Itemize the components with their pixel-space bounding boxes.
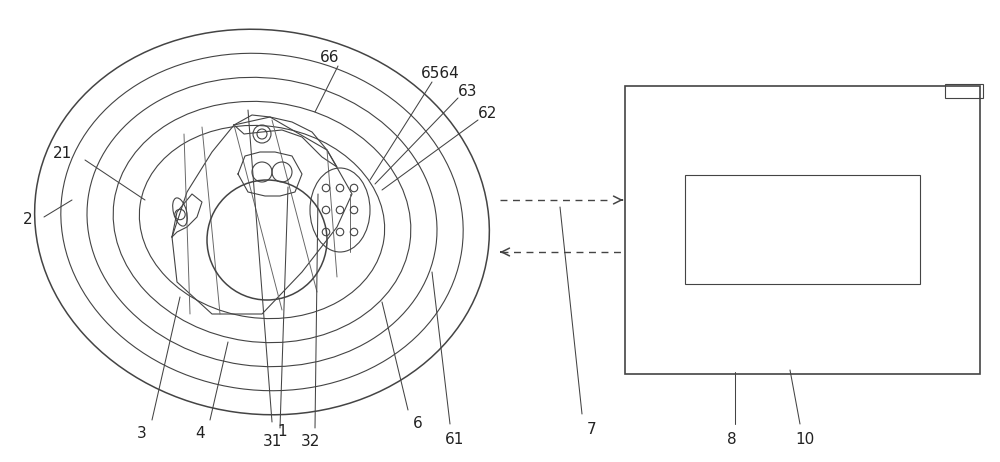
Text: 4: 4 [195, 426, 205, 442]
Text: 2: 2 [23, 213, 33, 227]
Text: 8: 8 [727, 432, 737, 448]
Text: 1: 1 [277, 425, 287, 439]
Text: 31: 31 [262, 434, 282, 450]
Text: 62: 62 [478, 107, 498, 122]
Bar [945, 84, 983, 98]
Text: 6: 6 [413, 417, 423, 432]
Text: 61: 61 [445, 432, 465, 448]
Bar [625, 86, 980, 374]
Text: 63: 63 [458, 85, 478, 99]
Text: 6564: 6564 [421, 67, 459, 81]
Text: 21: 21 [52, 146, 72, 162]
Bar [685, 175, 920, 284]
Text: 7: 7 [587, 423, 597, 438]
Text: 66: 66 [320, 49, 340, 65]
Text: 3: 3 [137, 426, 147, 442]
Text: 32: 32 [300, 434, 320, 450]
Text: 10: 10 [795, 432, 815, 448]
